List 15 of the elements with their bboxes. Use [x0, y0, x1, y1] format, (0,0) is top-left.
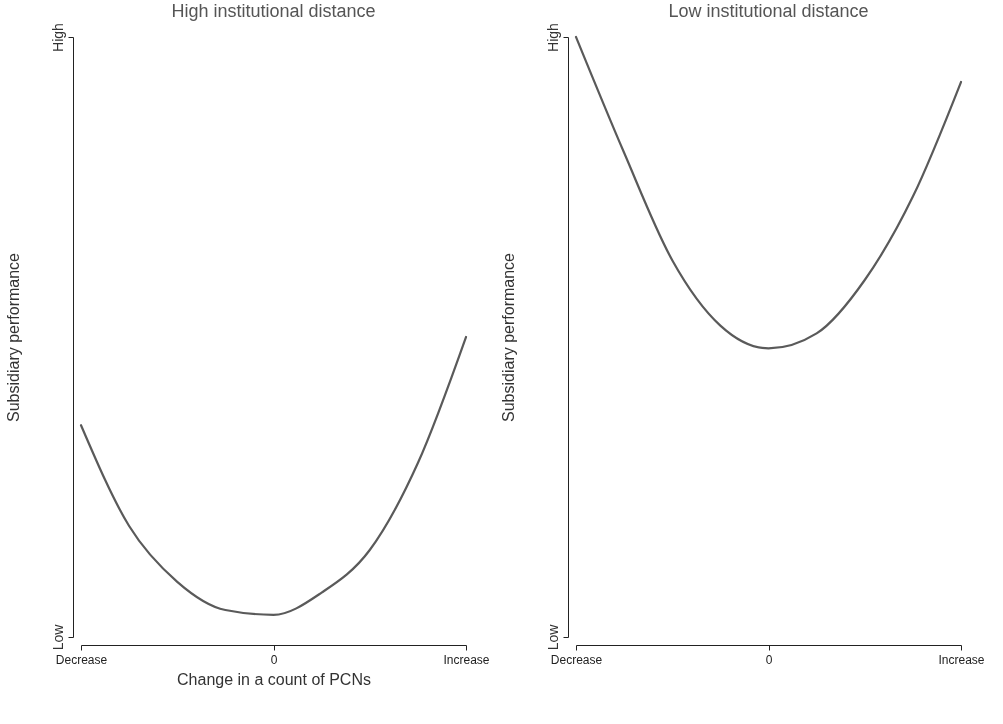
y-axis-title: Subsidiary performance [499, 252, 517, 422]
x-axis-title: Change in a count of PCNs [177, 670, 371, 688]
x-tick-label: Decrease [550, 652, 603, 667]
x-tick-label: 0 [765, 652, 773, 667]
annotation: Low [49, 623, 66, 651]
x-tick-label: Increase [938, 652, 985, 667]
chart-title: High institutional distance [171, 0, 376, 21]
annotation: High [544, 23, 561, 52]
x-tick-label: Increase [443, 652, 490, 667]
y-axis-title: Subsidiary performance [4, 252, 22, 422]
x-tick-label: Decrease [55, 652, 108, 667]
annotation: High [49, 23, 66, 52]
annotation: Low [544, 623, 561, 651]
chart-title: Low institutional distance [668, 0, 869, 21]
x-tick-label: 0 [270, 652, 278, 667]
